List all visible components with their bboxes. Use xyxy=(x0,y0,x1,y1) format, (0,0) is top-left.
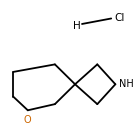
Text: NH: NH xyxy=(119,79,134,89)
Text: O: O xyxy=(24,115,32,125)
Text: Cl: Cl xyxy=(114,13,124,23)
Text: H: H xyxy=(73,21,81,31)
